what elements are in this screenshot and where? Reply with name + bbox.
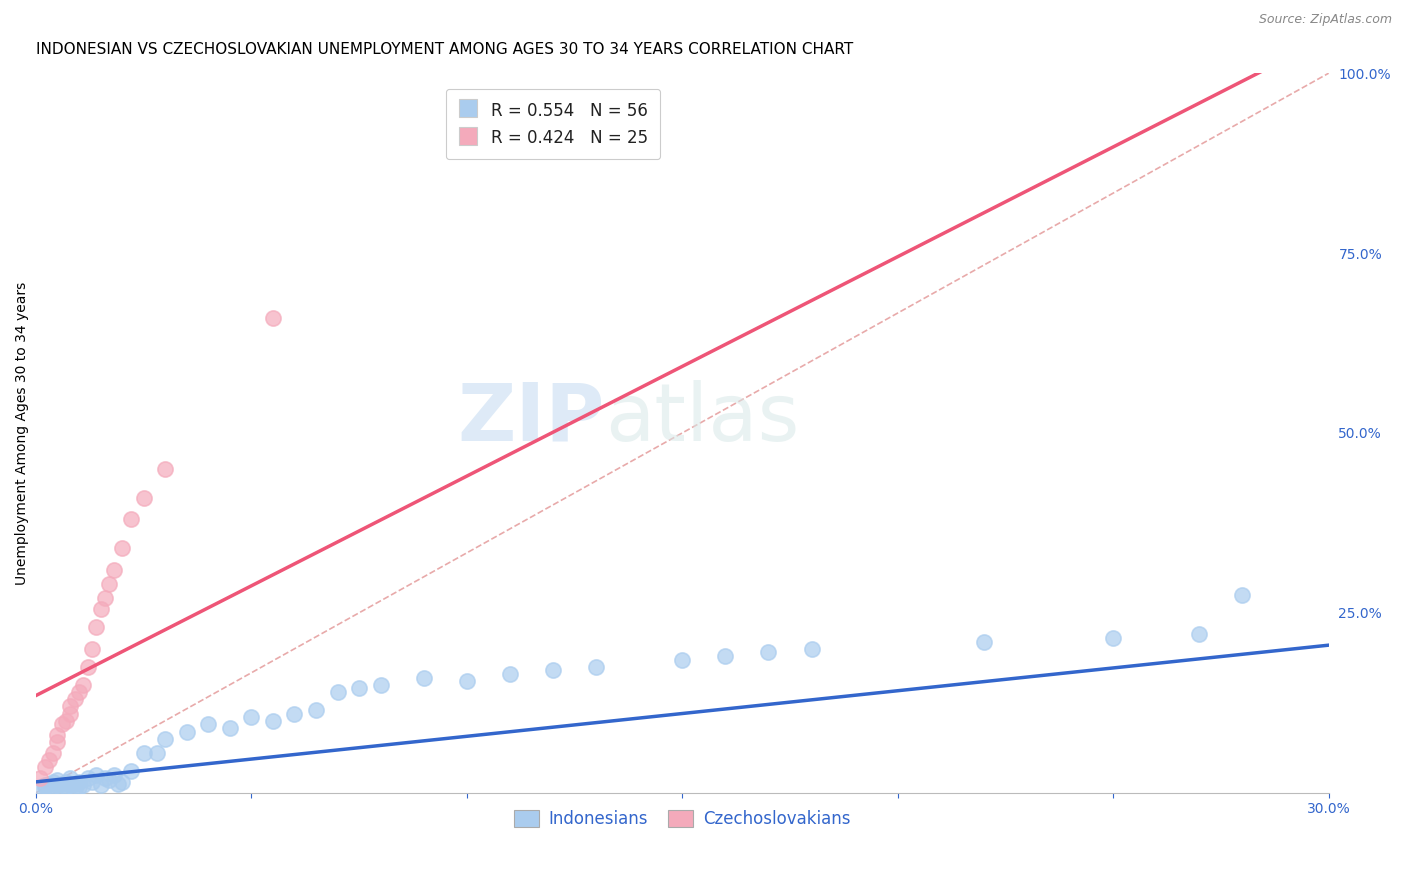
Y-axis label: Unemployment Among Ages 30 to 34 years: Unemployment Among Ages 30 to 34 years [15,281,30,584]
Legend: Indonesians, Czechoslovakians: Indonesians, Czechoslovakians [508,803,858,835]
Point [758,645,780,659]
Point [38,753,60,767]
Text: INDONESIAN VS CZECHOSLOVAKIAN UNEMPLOYMENT AMONG AGES 30 TO 34 YEARS CORRELATION: INDONESIAN VS CZECHOSLOVAKIAN UNEMPLOYME… [37,42,853,57]
Text: ZIP: ZIP [457,379,605,458]
Point [218,721,240,735]
Point [132,491,155,505]
Point [283,706,305,721]
Point [46,779,69,793]
Point [973,634,995,648]
Point [67,685,90,699]
Point [46,728,69,742]
Point [51,717,73,731]
Point [59,779,82,793]
Point [120,764,142,778]
Point [42,780,65,794]
Point [67,780,90,794]
Point [111,775,134,789]
Point [46,772,69,787]
Point [72,678,94,692]
Point [42,746,65,760]
Point [42,775,65,789]
Point [412,671,434,685]
Point [456,674,478,689]
Point [145,746,167,760]
Point [305,703,328,717]
Point [671,652,693,666]
Point [63,777,86,791]
Point [59,771,82,785]
Point [55,780,77,794]
Point [262,714,284,728]
Point [84,620,107,634]
Point [714,648,737,663]
Point [67,775,90,789]
Point [347,681,370,696]
Point [98,577,121,591]
Point [132,746,155,760]
Point [98,772,121,787]
Point [34,760,56,774]
Point [240,710,263,724]
Point [1188,627,1211,641]
Point [90,602,112,616]
Point [370,678,392,692]
Point [262,310,284,325]
Point [80,775,103,789]
Point [76,659,98,673]
Point [59,699,82,714]
Point [55,775,77,789]
Point [51,782,73,797]
Point [84,767,107,781]
Text: Source: ZipAtlas.com: Source: ZipAtlas.com [1258,13,1392,27]
Point [155,462,177,476]
Point [59,706,82,721]
Point [103,563,125,577]
Point [120,512,142,526]
Point [80,641,103,656]
Point [90,779,112,793]
Point [46,735,69,749]
Point [94,771,117,785]
Point [51,777,73,791]
Point [63,692,86,706]
Point [55,714,77,728]
Point [34,780,56,794]
Point [103,767,125,781]
Point [541,664,564,678]
Point [38,777,60,791]
Point [63,782,86,797]
Point [176,724,198,739]
Point [76,771,98,785]
Point [1232,588,1254,602]
Point [800,641,823,656]
Point [499,667,522,681]
Point [30,782,52,797]
Point [72,779,94,793]
Point [111,541,134,555]
Point [34,779,56,793]
Point [585,659,607,673]
Point [155,731,177,746]
Point [30,771,52,785]
Point [197,717,219,731]
Text: atlas: atlas [605,379,799,458]
Point [1102,631,1125,645]
Point [107,777,129,791]
Point [38,782,60,797]
Point [326,685,349,699]
Point [94,591,117,606]
